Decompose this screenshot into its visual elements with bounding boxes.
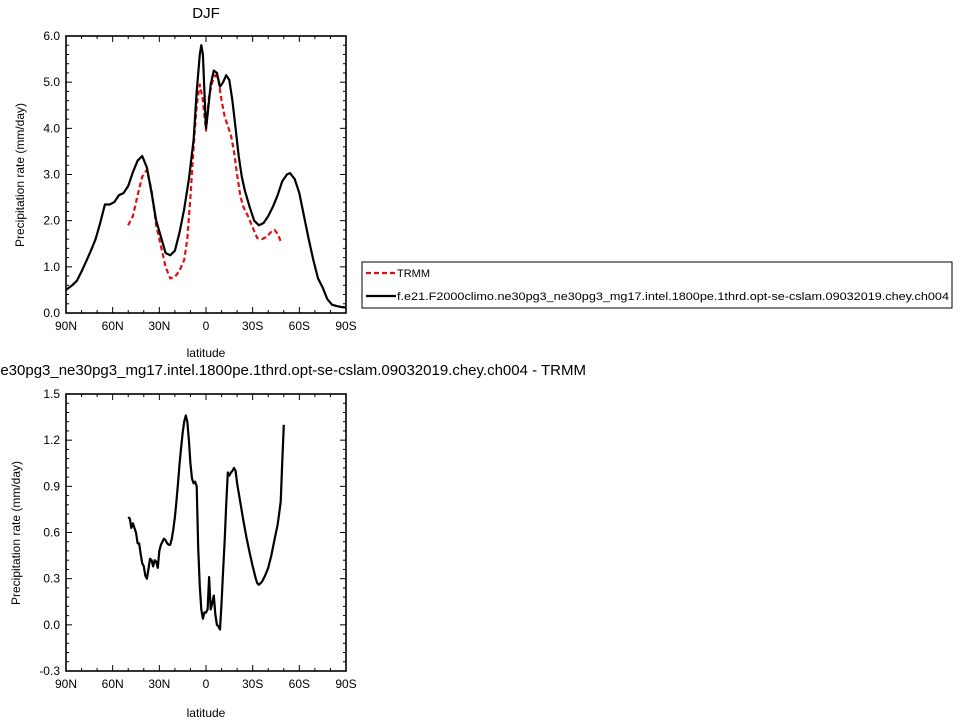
difference-y-tick-label: 0.3 — [43, 572, 60, 586]
djf-y-axis-title: Precipitation rate (mm/day) — [13, 103, 27, 247]
djf-y-tick-label: 6.0 — [43, 29, 60, 43]
difference-y-axis-title: Precipitation rate (mm/day) — [9, 461, 23, 605]
legend-box — [361, 261, 953, 309]
difference-x-tick-label: 30N — [148, 677, 170, 691]
difference-y-tick-label: 0.0 — [43, 618, 60, 632]
legend: TRMM f.e21.F2000climo.ne30pg3_ne30pg3_mg… — [361, 261, 953, 309]
difference-plot-area: 90N 60N 30N 0 30S 60S 90S -0.3 0.0 0.3 0.6 0.9 1.2 1.… — [39, 387, 356, 691]
legend-label-trmm: TRMM — [397, 268, 430, 280]
difference-panel-title: f.e21.F2000climo.ne30pg3_ne30pg3_mg17.in… — [0, 362, 586, 379]
djf-x-tick-label: 90S — [335, 319, 356, 333]
legend-label-model: f.e21.F2000climo.ne30pg3_ne30pg3_mg17.in… — [397, 291, 949, 303]
djf-y-tick-label: 0.0 — [43, 306, 60, 320]
djf-series-line-model — [65, 44, 347, 309]
difference-x-tick-label: 90N — [55, 677, 77, 691]
djf-panel: DJF 90N 60N 30N 0 30S 60S 90S 0.0 1.0 2.0 3.0 4.0 5.… — [13, 5, 357, 360]
difference-x-tick-label: 90S — [335, 677, 356, 691]
difference-series-line-difference — [127, 414, 285, 631]
difference-plot-frame — [65, 393, 347, 672]
difference-x-axis-title: latitude — [187, 706, 226, 720]
djf-y-tick-label: 3.0 — [43, 168, 60, 182]
difference-x-tick-label: 60N — [102, 677, 124, 691]
difference-x-tick-label: 0 — [203, 677, 210, 691]
djf-plot-area: 90N 60N 30N 0 30S 60S 90S 0.0 1.0 2.0 3.0 4.0 5.0 6.0 — [43, 29, 356, 333]
djf-x-tick-label: 60N — [102, 319, 124, 333]
djf-y-tick-label: 1.0 — [43, 260, 60, 274]
difference-y-tick-label: 0.9 — [43, 479, 60, 493]
djf-x-tick-label: 30S — [242, 319, 263, 333]
djf-x-tick-label: 30N — [148, 319, 170, 333]
difference-x-tick-label: 30S — [242, 677, 263, 691]
difference-y-tick-label: 1.5 — [43, 387, 60, 401]
djf-y-tick-label: 5.0 — [43, 75, 60, 89]
djf-plot-frame — [65, 35, 347, 314]
difference-x-tick-label: 60S — [289, 677, 310, 691]
djf-x-tick-label: 60S — [289, 319, 310, 333]
difference-panel: f.e21.F2000climo.ne30pg3_ne30pg3_mg17.in… — [0, 362, 586, 720]
difference-y-tick-label: 0.6 — [43, 526, 60, 540]
difference-y-tick-label: 1.2 — [43, 433, 60, 447]
djf-x-tick-label: 0 — [203, 319, 210, 333]
djf-y-tick-label: 4.0 — [43, 121, 60, 135]
djf-x-tick-label: 90N — [55, 319, 77, 333]
difference-y-tick-label: -0.3 — [39, 664, 60, 678]
djf-y-tick-label: 2.0 — [43, 214, 60, 228]
djf-panel-title: DJF — [192, 5, 220, 22]
djf-x-axis-title: latitude — [187, 346, 226, 360]
